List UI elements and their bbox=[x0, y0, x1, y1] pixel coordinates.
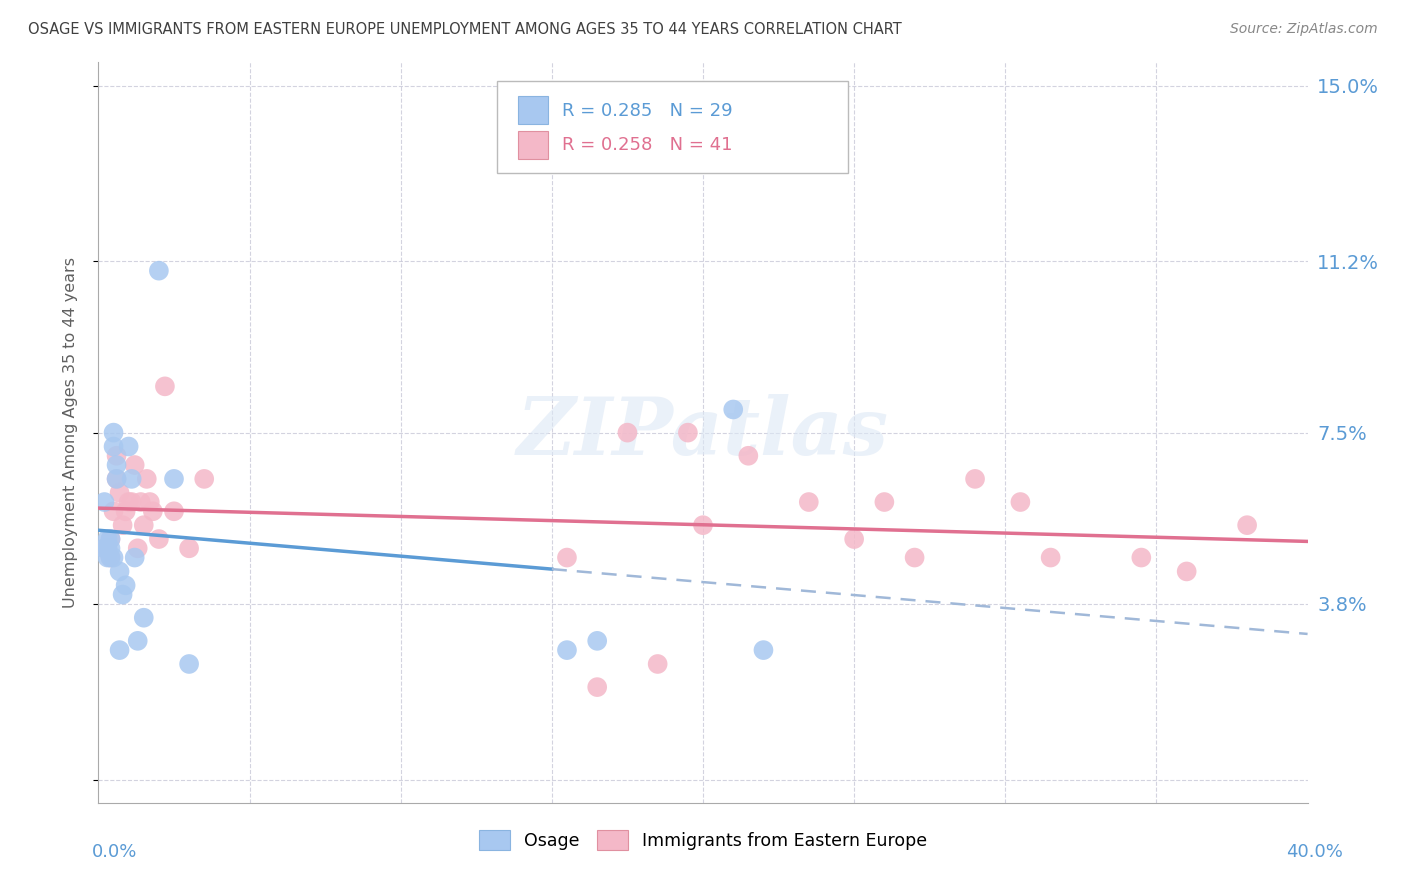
Point bbox=[100, 532, 122, 546]
Text: R = 0.258   N = 41: R = 0.258 N = 41 bbox=[561, 136, 733, 154]
Point bbox=[179, 657, 201, 671]
Point bbox=[555, 643, 578, 657]
Point bbox=[148, 532, 170, 546]
Point bbox=[148, 263, 170, 277]
FancyBboxPatch shape bbox=[517, 130, 548, 159]
Point bbox=[103, 550, 125, 565]
Point bbox=[100, 532, 122, 546]
Point bbox=[692, 518, 714, 533]
Point bbox=[121, 472, 143, 486]
Point bbox=[103, 425, 125, 440]
Point bbox=[105, 472, 128, 486]
Point bbox=[118, 495, 141, 509]
Point bbox=[100, 550, 122, 565]
Text: Source: ZipAtlas.com: Source: ZipAtlas.com bbox=[1230, 22, 1378, 37]
Point bbox=[108, 565, 131, 579]
Point bbox=[124, 550, 146, 565]
Point bbox=[723, 402, 745, 417]
FancyBboxPatch shape bbox=[498, 81, 848, 173]
Point bbox=[193, 472, 215, 486]
Text: 40.0%: 40.0% bbox=[1286, 843, 1343, 861]
Point bbox=[96, 550, 118, 565]
Point bbox=[100, 541, 122, 556]
Point bbox=[1010, 495, 1032, 509]
Legend: Osage, Immigrants from Eastern Europe: Osage, Immigrants from Eastern Europe bbox=[472, 823, 934, 857]
Point bbox=[1039, 550, 1062, 565]
Text: 0.0%: 0.0% bbox=[91, 843, 136, 861]
Point bbox=[965, 472, 987, 486]
Point bbox=[616, 425, 638, 440]
Point bbox=[163, 472, 186, 486]
Text: R = 0.285   N = 29: R = 0.285 N = 29 bbox=[561, 102, 733, 120]
Point bbox=[132, 610, 155, 624]
FancyBboxPatch shape bbox=[517, 95, 548, 124]
Point bbox=[179, 541, 201, 556]
Point bbox=[105, 458, 128, 472]
Point bbox=[105, 449, 128, 463]
Y-axis label: Unemployment Among Ages 35 to 44 years: Unemployment Among Ages 35 to 44 years bbox=[63, 257, 77, 608]
Point bbox=[1130, 550, 1153, 565]
Point bbox=[873, 495, 896, 509]
Point bbox=[93, 495, 115, 509]
Point bbox=[904, 550, 927, 565]
Point bbox=[96, 532, 118, 546]
Point bbox=[105, 472, 128, 486]
Point bbox=[108, 643, 131, 657]
Point bbox=[555, 550, 578, 565]
Point bbox=[737, 449, 759, 463]
Point bbox=[114, 504, 136, 518]
Point bbox=[163, 504, 186, 518]
Point bbox=[586, 680, 609, 694]
Point bbox=[127, 633, 149, 648]
Point bbox=[153, 379, 176, 393]
Point bbox=[132, 518, 155, 533]
Point bbox=[676, 425, 699, 440]
Point bbox=[93, 541, 115, 556]
Point bbox=[752, 643, 775, 657]
Point bbox=[96, 541, 118, 556]
Point bbox=[142, 504, 165, 518]
Point bbox=[93, 541, 115, 556]
Point bbox=[797, 495, 820, 509]
Point bbox=[647, 657, 669, 671]
Point bbox=[135, 472, 157, 486]
Point bbox=[127, 541, 149, 556]
Point bbox=[100, 550, 122, 565]
Text: ZIPatlas: ZIPatlas bbox=[517, 394, 889, 471]
Point bbox=[103, 504, 125, 518]
Point bbox=[1236, 518, 1258, 533]
Point bbox=[108, 485, 131, 500]
Point bbox=[586, 633, 609, 648]
Point bbox=[111, 518, 134, 533]
Point bbox=[844, 532, 866, 546]
Point bbox=[129, 495, 152, 509]
Point bbox=[103, 440, 125, 454]
Point bbox=[114, 578, 136, 592]
Point bbox=[111, 588, 134, 602]
Point bbox=[124, 458, 146, 472]
Point bbox=[121, 495, 143, 509]
Point bbox=[118, 440, 141, 454]
Text: OSAGE VS IMMIGRANTS FROM EASTERN EUROPE UNEMPLOYMENT AMONG AGES 35 TO 44 YEARS C: OSAGE VS IMMIGRANTS FROM EASTERN EUROPE … bbox=[28, 22, 901, 37]
Point bbox=[96, 541, 118, 556]
Point bbox=[139, 495, 162, 509]
Point bbox=[1175, 565, 1198, 579]
